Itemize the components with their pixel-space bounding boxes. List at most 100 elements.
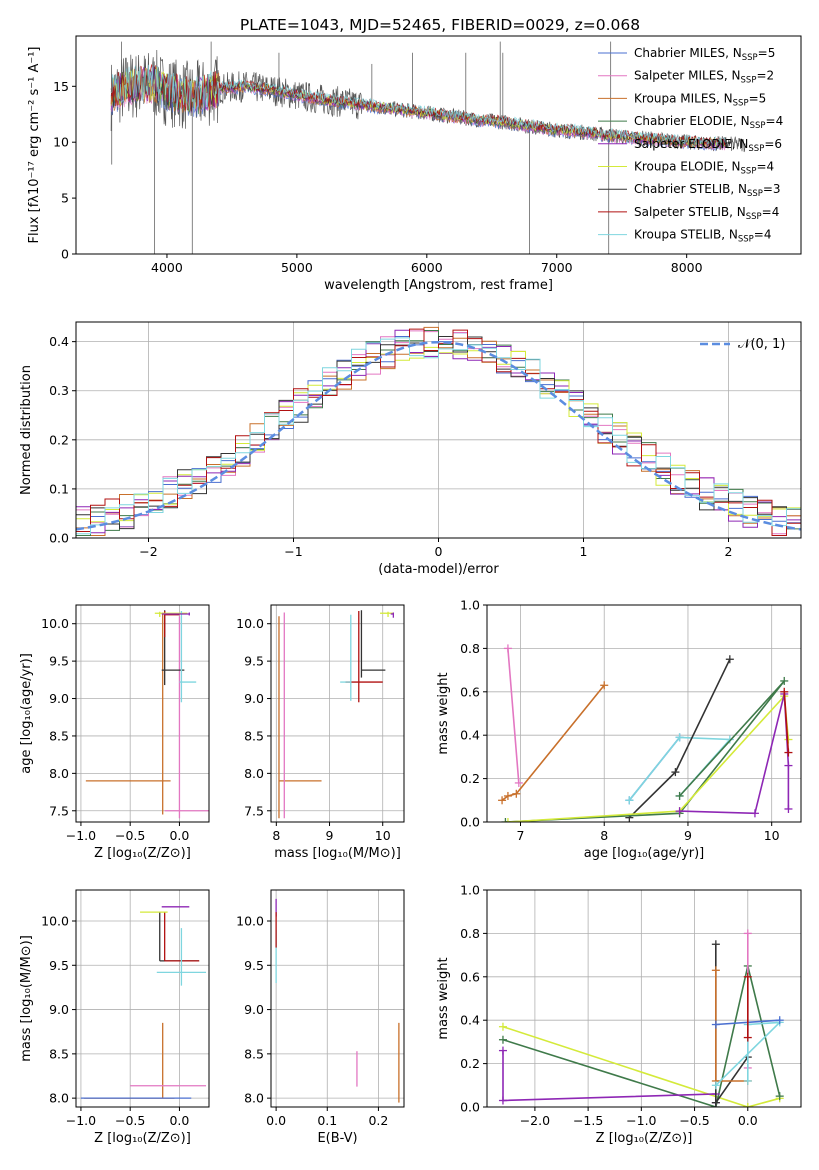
x-tick-label: 0.1 [317,1113,337,1128]
y-axis-label: Normed distribution [19,365,34,495]
y-axis-label: mass weight [436,672,451,754]
x-tick-label: 8 [272,828,280,843]
x-tick-label: 4000 [151,260,183,275]
x-tick-label: 0.0 [266,1113,286,1128]
y-axis-label: mass weight [436,957,451,1039]
y-tick-label: 7.5 [244,803,264,818]
panel-age_vs_mass: 8 9 10 7.5 8.0 8.5 9.0 9.5 10.0 mass [log₁₀(M/M⊙)… [236,604,405,861]
x-axis-label: Z [log₁₀(Z/Z⊙)] [94,846,191,861]
x-tick-label: −1 [284,544,302,559]
x-axis-label: age [log₁₀(age/yr)] [584,846,705,861]
legend-label: Chabrier MILES, N [634,46,742,60]
x-tick-label: 0.0 [169,1113,189,1128]
x-tick-label: 0.0 [169,828,189,843]
legend-subscript: SSP [741,167,757,177]
axes-frame [486,604,802,823]
y-tick-label: 9.5 [49,654,69,669]
legend-value: =4 [766,114,784,128]
x-axis-label: Z [log₁₀(Z/Z⊙)] [94,1131,191,1146]
legend-value: =5 [749,91,767,105]
plot-area [85,610,209,819]
x-tick-label: −0.5 [115,828,145,843]
weight-line-kroupa-elodie [502,1025,780,1107]
weight-line-chabrier-elodie [502,965,781,1107]
y-tick-label: 0.4 [49,334,69,349]
y-tick-label: 0.2 [460,1056,480,1071]
legend-value: =4 [762,205,780,219]
axes-frame [486,889,802,1108]
legend-subscript: SSP [738,235,754,245]
legend-entry: Salpeter ELODIE, NSSP=6 [634,137,782,154]
x-tick-label: 7 [517,828,525,843]
y-tick-label: 8.5 [244,728,264,743]
weight-line-kroupa-stelib [715,1021,782,1086]
gaussian-curve [76,340,801,531]
legend-entry: Chabrier ELODIE, NSSP=4 [634,114,783,131]
y-tick-label: 0 [61,247,69,262]
legend-entry: Salpeter MILES, NSSP=2 [634,69,774,86]
legend-subscript: SSP [742,53,758,63]
x-tick-label: 9 [684,828,692,843]
x-tick-label: 9 [326,828,334,843]
legend-label: Kroupa ELODIE, N [634,160,741,174]
y-tick-label: 0.8 [460,926,480,941]
y-tick-label: 9.0 [244,691,264,706]
panel-age_vs_Z: −1.0 −0.5 0.0 7.5 8.0 8.5 9.0 9.5 10.0 Z [log₁₀(Z… [19,604,210,861]
y-axis-label: Flux [fλ10⁻¹⁷ erg cm⁻² s⁻¹ A⁻¹] [27,47,42,244]
x-tick-label: 8 [600,828,608,843]
legend-label: Chabrier ELODIE, N [634,114,750,128]
y-tick-label: 10.0 [236,914,264,929]
y-tick-label: 9.5 [244,958,264,973]
panel-residuals: 𝒩(0, 1) −2 −1 0 1 2 0.0 0.1 0.2 0.3 0.4 (data-model… [19,321,802,577]
plot-area [278,610,395,819]
legend-entry: Chabrier MILES, NSSP=5 [634,46,775,63]
axes-frame [75,35,802,255]
y-tick-label: 0.4 [460,728,480,743]
legend-label: Salpeter STELIB, N [634,205,746,219]
y-tick-label: 9.5 [244,654,264,669]
x-tick-label: 7000 [541,260,573,275]
y-tick-label: 10.0 [41,914,69,929]
axes-frame [75,889,210,1108]
y-tick-label: 0.3 [49,383,69,398]
y-tick-label: 9.0 [49,1002,69,1017]
weight-line-chabrier-elodie [505,680,785,822]
x-tick-label: 0.0 [738,1113,758,1128]
plot-area [80,906,207,1099]
y-tick-label: 0.0 [49,531,69,546]
x-tick-label: −1.0 [66,828,96,843]
legend-subscript: SSP [750,121,766,131]
legend-value: =2 [756,69,774,83]
legend-entry: Kroupa ELODIE, NSSP=4 [634,160,774,177]
legend-entry: Salpeter STELIB, NSSP=4 [634,205,779,222]
x-tick-label: 10 [764,828,780,843]
y-tick-label: 0.4 [460,1013,480,1028]
y-tick-label: 1.0 [460,883,480,898]
x-tick-label: 2 [725,544,733,559]
legend-subscript: SSP [748,144,764,154]
y-tick-label: 8.0 [49,766,69,781]
legend-label: Salpeter MILES, N [634,69,741,83]
y-tick-label: 0.1 [49,481,69,496]
legend-subscript: SSP [733,98,749,108]
x-tick-label: −1.5 [573,1113,603,1128]
legend-entry: Kroupa STELIB, NSSP=4 [634,228,772,245]
legend-value: =4 [756,160,774,174]
x-axis-label: E(B-V) [317,1131,357,1146]
legend-value: =4 [754,228,772,242]
x-axis-label: wavelength [Angstrom, rest frame] [324,278,553,293]
legend-subscript: SSP [747,189,763,199]
x-tick-label: 0.2 [368,1113,388,1128]
x-tick-label: −1.0 [66,1113,96,1128]
y-tick-label: 0.8 [460,641,480,656]
axes-frame [75,604,210,823]
y-tick-label: 0.6 [460,684,480,699]
y-tick-label: 0.0 [460,1100,480,1115]
plot-area [275,898,400,1103]
y-tick-label: 7.5 [49,803,69,818]
y-tick-label: 10.0 [41,616,69,631]
